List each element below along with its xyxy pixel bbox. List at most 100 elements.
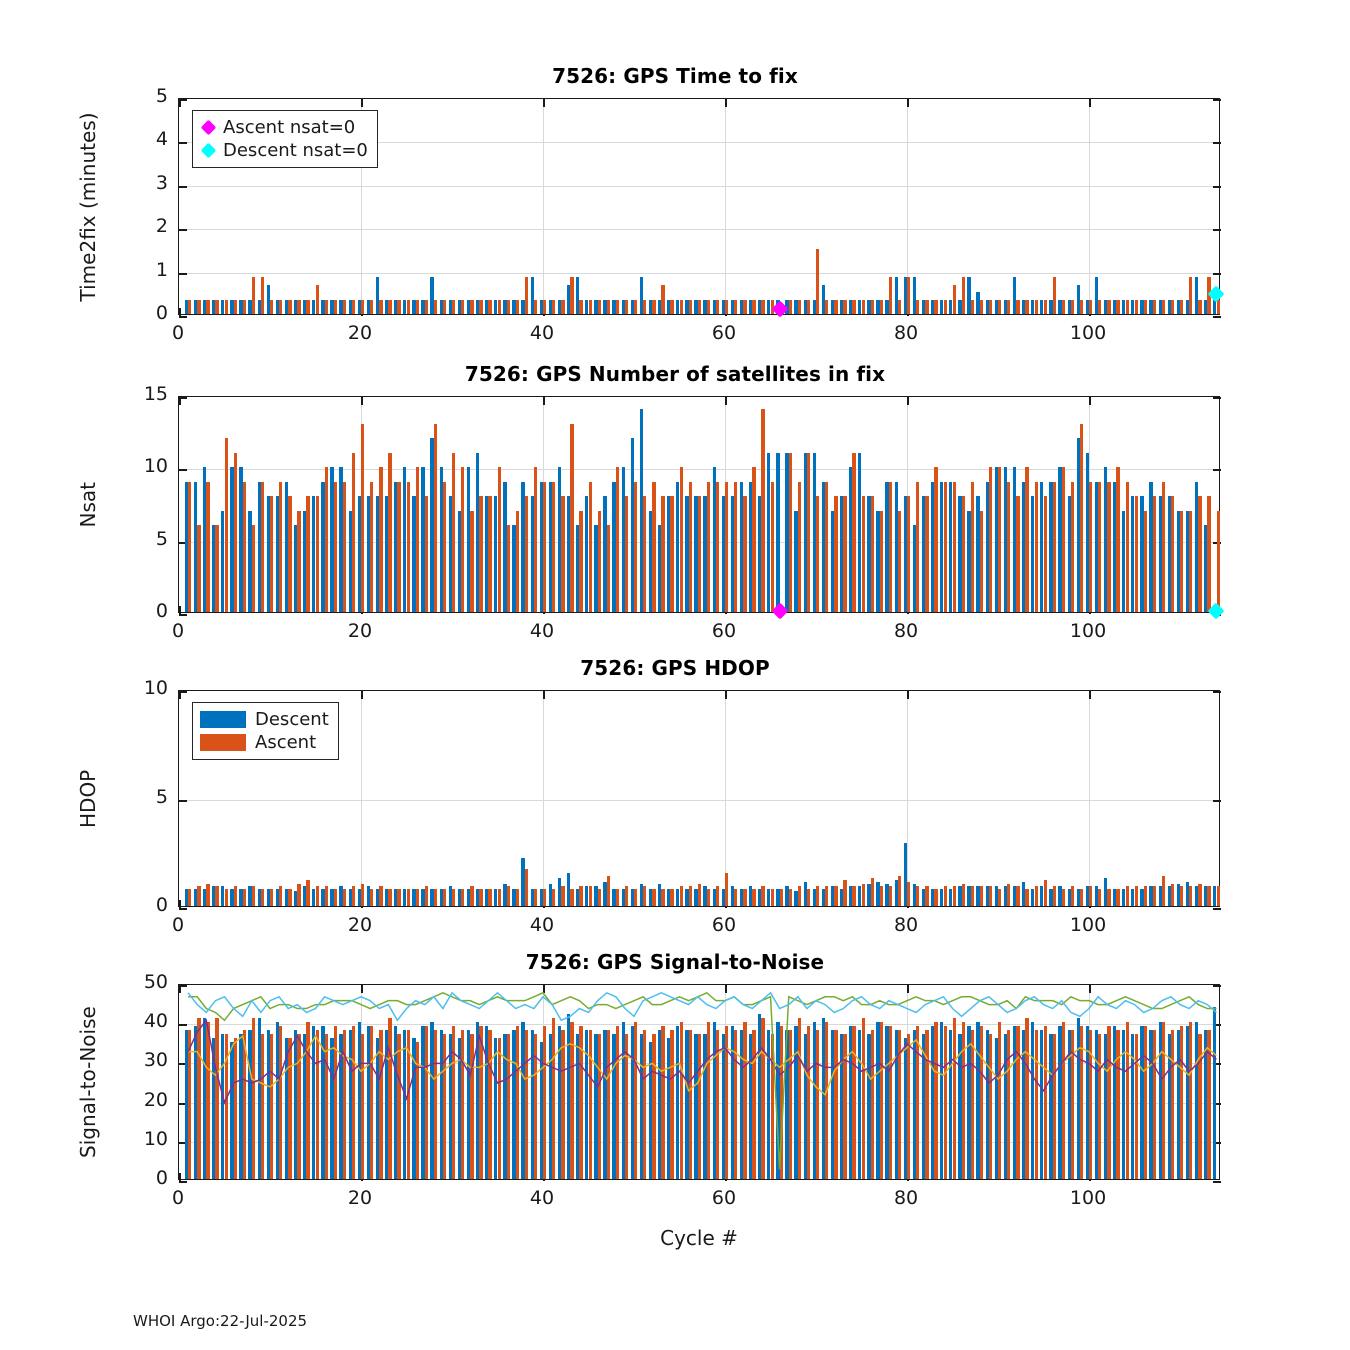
- bar-time2fix-descent: [1131, 299, 1135, 314]
- x-tick-label: 0: [171, 914, 185, 936]
- bar-time2fix-descent: [1204, 299, 1208, 314]
- bar-hdop-ascent: [861, 884, 865, 906]
- legend-item: Ascent: [200, 731, 329, 754]
- x-tick: [543, 691, 545, 699]
- bar-snr-ascent: [388, 1018, 392, 1179]
- gridline-horizontal: [179, 229, 1221, 230]
- bar-nsat-descent: [1185, 510, 1190, 612]
- bar-time2fix-descent: [193, 299, 198, 314]
- bar-hdop-ascent: [961, 884, 965, 906]
- bar-nsat-descent: [475, 452, 480, 612]
- bar-nsat-ascent: [1061, 467, 1066, 612]
- gridline-vertical: [907, 99, 908, 316]
- bar-hdop-ascent: [1207, 886, 1211, 906]
- bar-nsat-descent: [949, 481, 953, 612]
- bar-nsat-ascent: [215, 525, 219, 612]
- bar-time2fix-ascent: [615, 299, 620, 314]
- bar-nsat-ascent: [1125, 481, 1129, 612]
- bar-snr-ascent: [297, 1033, 301, 1179]
- legend-label: Ascent nsat=0: [223, 116, 356, 138]
- x-tick: [361, 397, 363, 405]
- bar-nsat-descent: [193, 481, 198, 612]
- bar-hdop-ascent: [397, 888, 401, 906]
- bar-hdop-ascent: [943, 886, 947, 906]
- bar-time2fix-descent: [1031, 299, 1035, 314]
- bar-nsat-ascent: [351, 452, 356, 612]
- bar-time2fix-descent: [448, 299, 452, 314]
- bar-time2fix-descent: [885, 299, 889, 314]
- bar-time2fix-ascent: [1189, 277, 1193, 314]
- bar-time2fix-ascent: [606, 299, 611, 314]
- bar-time2fix-descent: [521, 299, 525, 314]
- bar-nsat-descent: [912, 525, 917, 612]
- bar-nsat-descent: [1076, 438, 1080, 612]
- bar-hdop-descent: [321, 888, 325, 906]
- bar-nsat-descent: [867, 496, 871, 612]
- bar-time2fix-descent: [594, 299, 598, 314]
- gridline-horizontal: [179, 273, 1221, 274]
- bar-hdop-descent: [366, 886, 371, 906]
- bar-snr-ascent: [870, 1030, 874, 1179]
- bar-nsat-ascent: [251, 525, 256, 612]
- bar-nsat-ascent: [770, 481, 774, 612]
- bar-nsat-descent: [967, 510, 971, 612]
- gridline-horizontal: [179, 142, 1221, 143]
- bar-snr-ascent: [1143, 1026, 1147, 1179]
- bar-time2fix-descent: [867, 299, 871, 314]
- bar-hdop-descent: [849, 886, 853, 906]
- bar-nsat-descent: [758, 496, 762, 612]
- bar-hdop-descent: [284, 888, 289, 906]
- bar-hdop-descent: [730, 886, 735, 906]
- bar-hdop-descent: [894, 879, 898, 906]
- bar-hdop-ascent: [843, 879, 847, 906]
- bar-hdop-descent: [539, 888, 543, 906]
- bar-time2fix-ascent: [351, 299, 356, 314]
- bar-snr-ascent: [888, 1026, 893, 1179]
- bar-nsat-ascent: [324, 467, 328, 612]
- bar-nsat-descent: [566, 496, 571, 612]
- bar-nsat-descent: [448, 496, 452, 612]
- x-tick: [179, 691, 181, 699]
- bar-time2fix-ascent: [415, 299, 419, 314]
- x-tick: [179, 900, 181, 908]
- bar-snr-ascent: [934, 1022, 938, 1179]
- line-snr-line-d: [187, 991, 1217, 1022]
- axes-snr: [178, 984, 1221, 1183]
- bar-hdop-descent: [448, 886, 452, 906]
- bar-time2fix-ascent: [1043, 299, 1047, 314]
- bar-nsat-ascent: [242, 481, 247, 612]
- bar-snr-ascent: [461, 1030, 465, 1179]
- bar-time2fix-descent: [967, 277, 971, 314]
- bar-time2fix-descent: [903, 277, 907, 314]
- x-tick: [179, 1173, 181, 1181]
- bar-time2fix-ascent: [388, 299, 392, 314]
- bar-time2fix-descent: [730, 299, 735, 314]
- x-tick: [725, 397, 727, 405]
- bar-nsat-ascent: [1116, 467, 1120, 612]
- bar-nsat-ascent: [1134, 496, 1138, 612]
- legend-item: Descent nsat=0: [200, 139, 368, 162]
- bar-nsat-ascent: [1025, 467, 1029, 612]
- bar-hdop-ascent: [934, 888, 938, 906]
- y-axis-label-snr: Signal-to-Noise: [76, 1006, 100, 1158]
- bar-snr-ascent: [224, 1033, 228, 1179]
- bar-hdop-ascent: [1180, 886, 1184, 906]
- bar-hdop-descent: [821, 888, 826, 906]
- bar-nsat-ascent: [797, 481, 802, 612]
- bar-nsat-descent: [685, 496, 689, 612]
- bar-snr-ascent: [788, 1030, 793, 1179]
- bar-time2fix-descent: [475, 299, 480, 314]
- bar-time2fix-ascent: [843, 299, 847, 314]
- bar-hdop-ascent: [816, 886, 820, 906]
- bar-time2fix-descent: [976, 292, 980, 314]
- bar-hdop-ascent: [306, 879, 310, 906]
- bar-snr-ascent: [679, 1022, 683, 1179]
- bar-time2fix-ascent: [1152, 299, 1157, 314]
- bar-time2fix-descent: [202, 299, 207, 314]
- bar-hdop-ascent: [470, 886, 474, 906]
- bar-hdop-descent: [621, 888, 625, 906]
- bar-time2fix-ascent: [552, 299, 556, 314]
- bar-time2fix-ascent: [734, 299, 738, 314]
- y-tick: [1213, 985, 1221, 987]
- legend-diamond-icon: [200, 119, 217, 136]
